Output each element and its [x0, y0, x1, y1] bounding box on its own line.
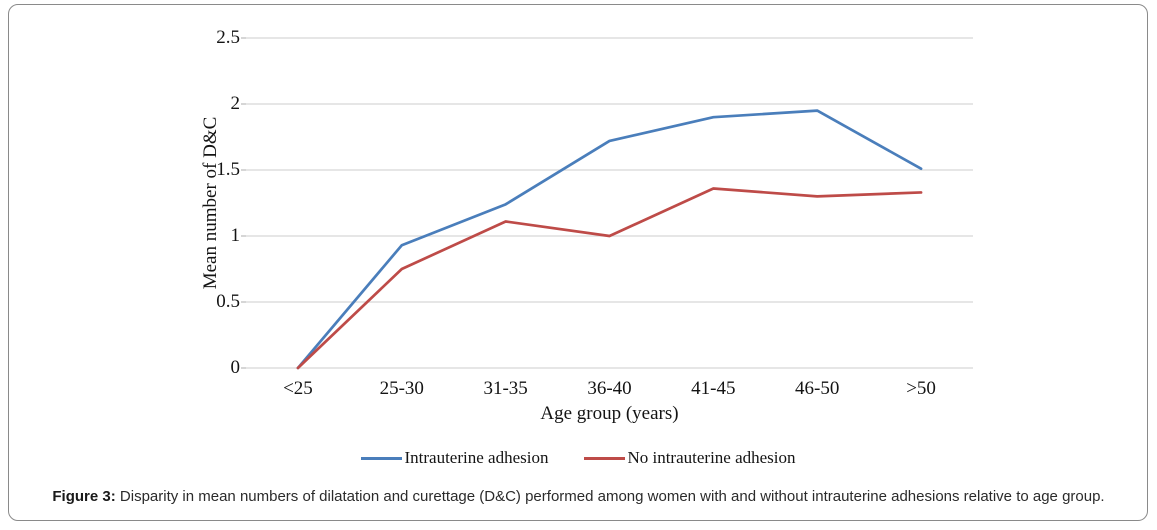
- y-axis-title: Mean number of D&C: [200, 116, 221, 290]
- legend-label: Intrauterine adhesion: [404, 448, 549, 467]
- x-tick-label: 41-45: [691, 378, 736, 399]
- legend-item: No intrauterine adhesion: [584, 448, 796, 468]
- figure-caption: Figure 3: Disparity in mean numbers of d…: [20, 488, 1137, 505]
- y-tick-label: 1.5: [216, 159, 240, 180]
- x-tick-label: 31-35: [483, 378, 528, 399]
- y-tick-label: 2: [230, 93, 241, 114]
- x-tick-label: 25-30: [379, 378, 424, 399]
- legend-label: No intrauterine adhesion: [627, 448, 796, 467]
- figure-caption-label: Figure 3:: [52, 488, 116, 505]
- x-axis-title: Age group (years): [540, 403, 679, 424]
- legend-line-swatch: [361, 456, 403, 460]
- x-tick-label: >50: [906, 378, 936, 399]
- figure-border: [8, 4, 1148, 521]
- legend-line-swatch: [584, 456, 626, 460]
- x-tick-label: 46-50: [795, 378, 840, 399]
- y-tick-label: 0: [230, 357, 241, 378]
- series-line: [296, 187, 923, 370]
- y-tick-label: 1: [230, 225, 241, 246]
- y-tick-label: 2.5: [216, 27, 240, 48]
- series-line: [296, 109, 923, 370]
- x-tick-label: 36-40: [587, 378, 632, 399]
- figure-caption-text: Disparity in mean numbers of dilatation …: [115, 488, 1105, 505]
- legend-item: Intrauterine adhesion: [361, 448, 548, 468]
- legend: Intrauterine adhesion No intrauterine adh…: [0, 448, 1157, 468]
- y-tick-label: 0.5: [216, 291, 240, 312]
- x-tick-label: <25: [283, 378, 313, 399]
